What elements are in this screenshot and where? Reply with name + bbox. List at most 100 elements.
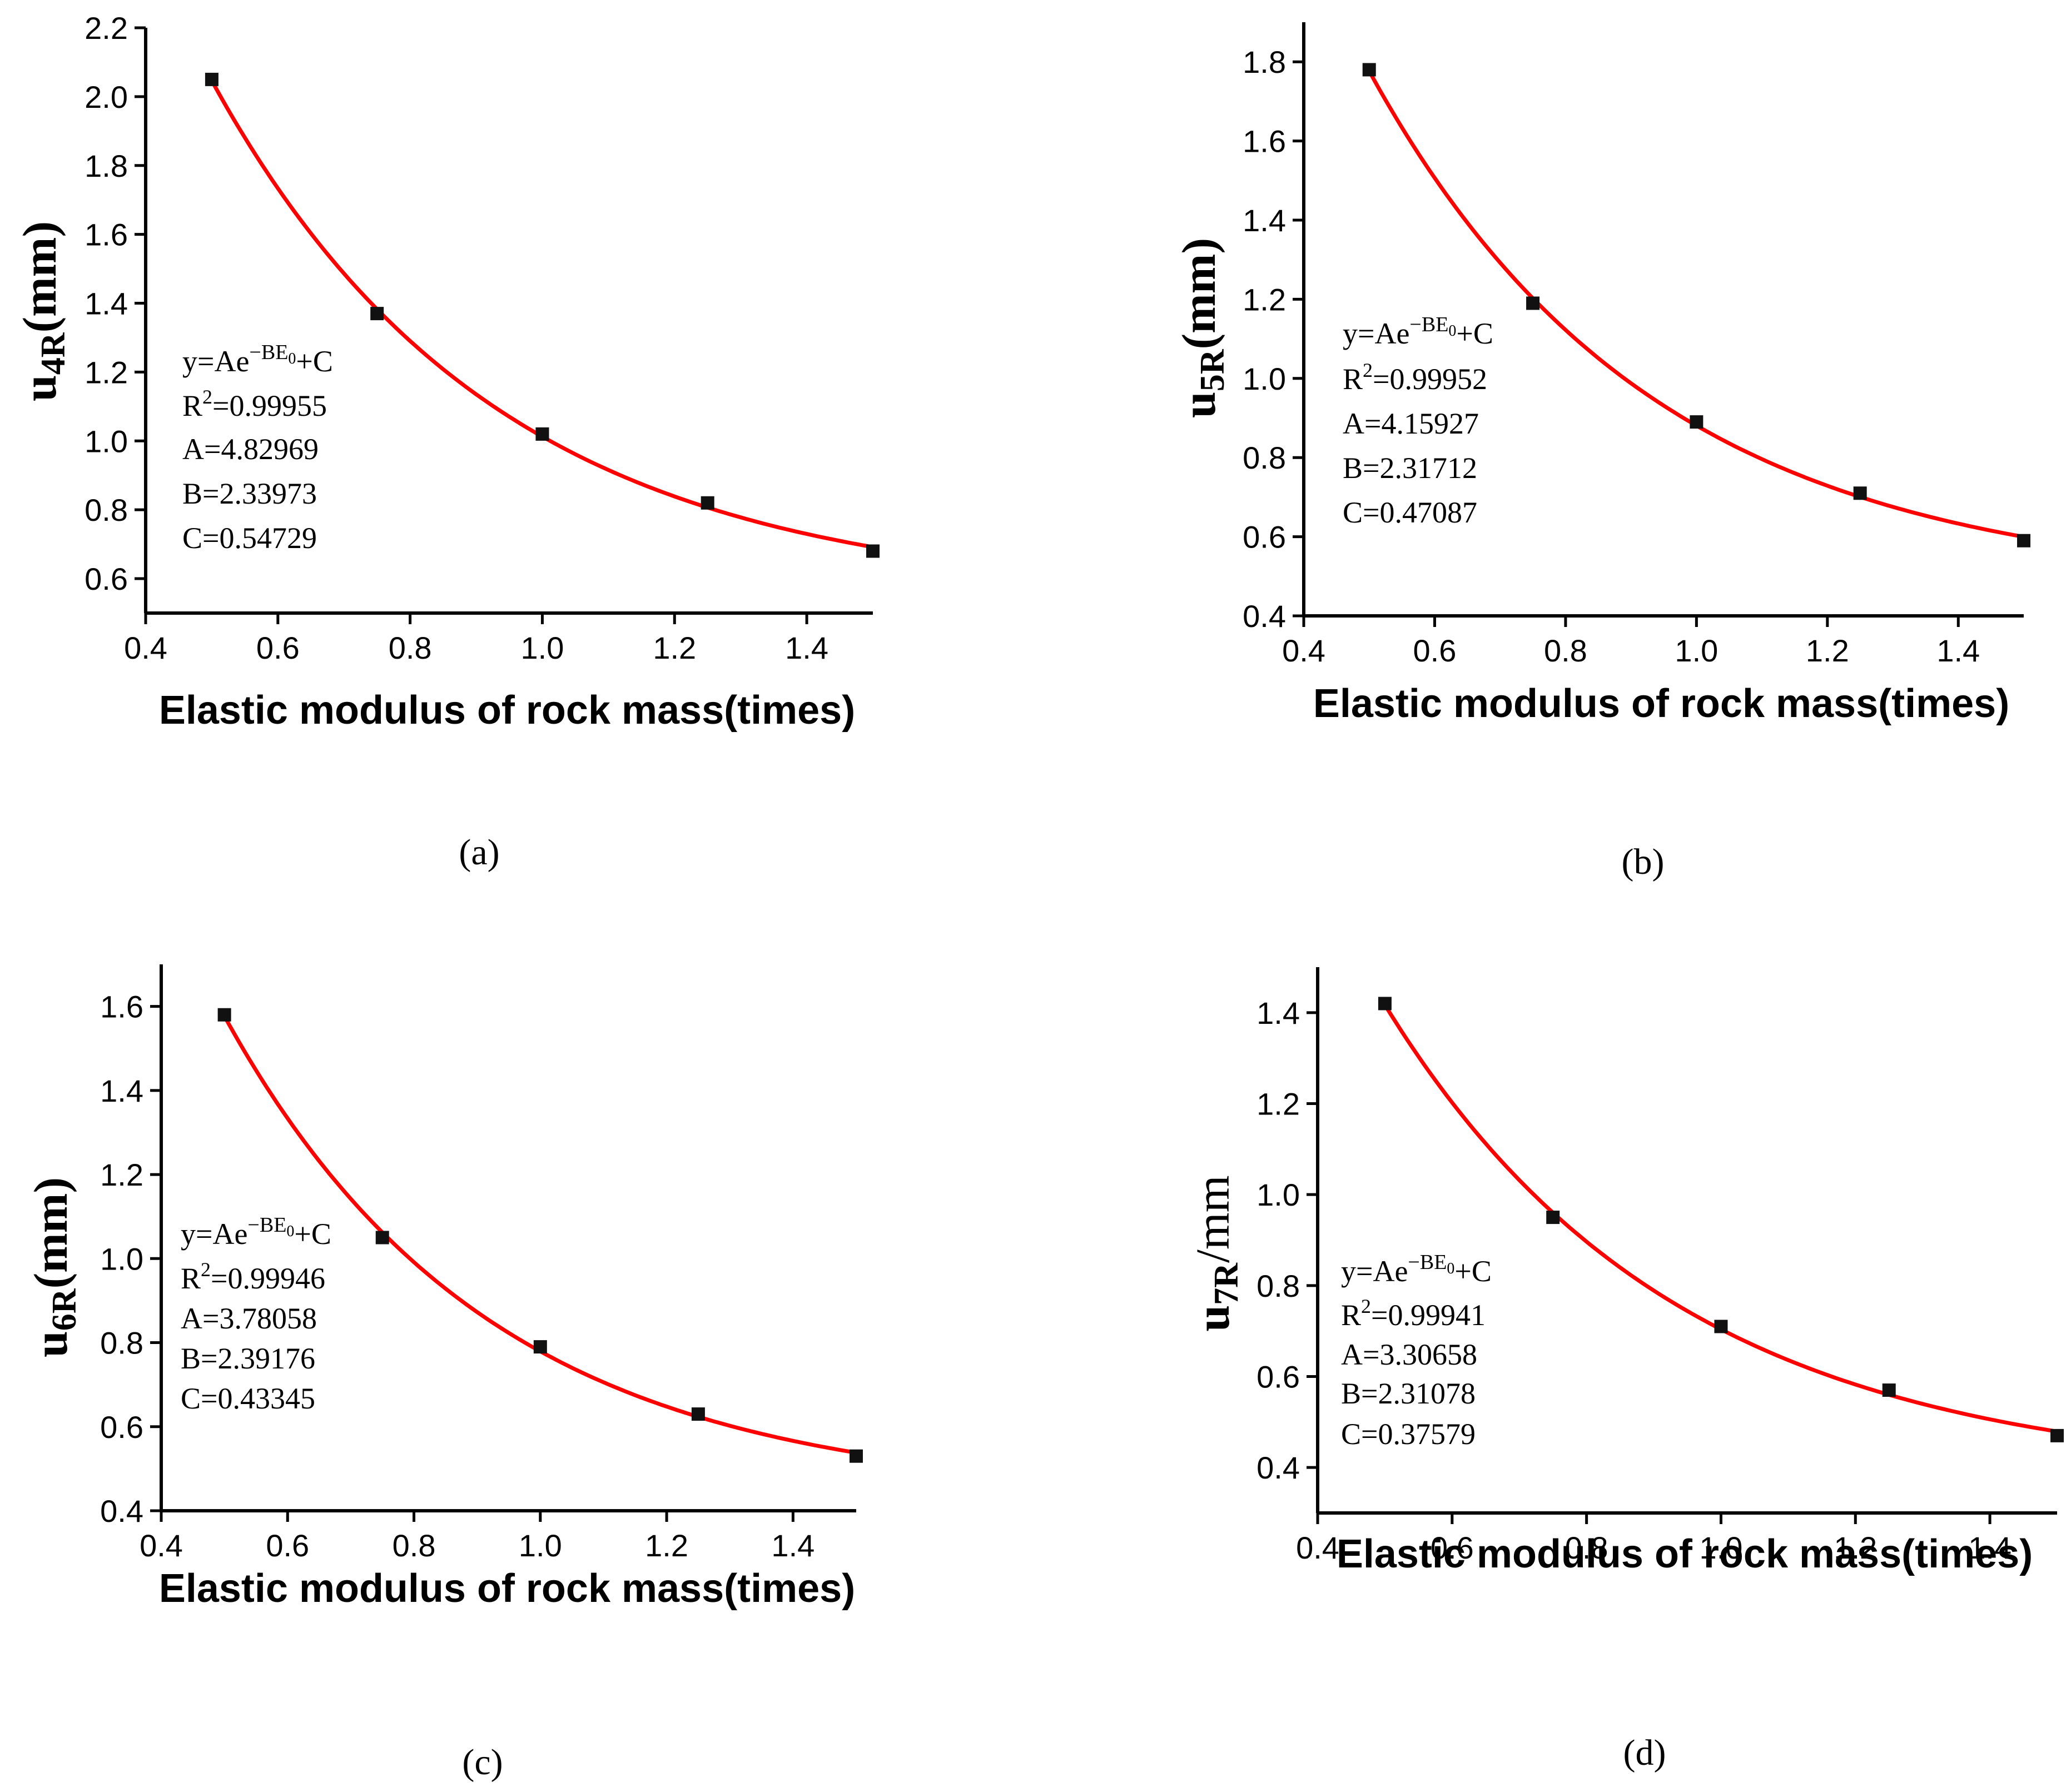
- panel-b-y-tick-label: 0.6: [1243, 520, 1286, 555]
- panel-b-fit-r2: R2=0.99952: [1343, 359, 1487, 396]
- panel-b-y-tick-label: 1.0: [1243, 361, 1286, 396]
- panel-d-ylabel: u7R/mm: [1186, 1175, 1245, 1331]
- panel-d-fit-formula: y=Ae−BE0+C: [1341, 1251, 1492, 1288]
- panel-b-data-point: [1690, 415, 1704, 429]
- panel-d-data-point: [2050, 1428, 2064, 1442]
- panel-b-data-point: [2017, 534, 2030, 547]
- panel-c-y-tick-label: 0.4: [100, 1494, 143, 1529]
- panel-c-fit-formula: y=Ae−BE0+C: [181, 1213, 331, 1251]
- panel-b-fit-b: B=2.31712: [1343, 451, 1477, 485]
- panel-c-x-tick-label: 0.8: [393, 1528, 436, 1563]
- panel-a-y-tick-label: 1.6: [85, 217, 128, 252]
- panel-b-x-tick-label: 1.2: [1806, 633, 1849, 668]
- panel-c-fit-r2: R2=0.99946: [181, 1258, 325, 1295]
- panel-d-fit-r2: R2=0.99941: [1341, 1295, 1486, 1332]
- panel-a-y-tick-label: 2.2: [85, 11, 128, 46]
- panel-b-x-tick-label: 0.4: [1282, 633, 1325, 668]
- panel-c-x-tick-label: 0.4: [140, 1528, 183, 1563]
- panel-a-ylabel: u4R(mm): [13, 221, 72, 401]
- panel-c-x-tick-label: 1.4: [771, 1528, 815, 1563]
- panel-c-fit-c: C=0.43345: [181, 1382, 315, 1415]
- panel-c-data-point: [533, 1340, 547, 1354]
- panel-b-y-tick-label: 1.8: [1243, 44, 1286, 79]
- panel-c-y-tick-label: 1.2: [100, 1157, 143, 1192]
- panel-c-data-point: [850, 1449, 863, 1463]
- panel-d-y-tick-label: 1.2: [1256, 1087, 1300, 1122]
- panel-c-caption: (c): [462, 1742, 503, 1783]
- panel-b-fit-formula: y=Ae−BE0+C: [1343, 313, 1493, 350]
- panel-b-x-tick-label: 0.6: [1413, 633, 1457, 668]
- panel-d-x-tick-label: 1.4: [1968, 1530, 2012, 1565]
- panel-b-y-tick-label: 1.4: [1243, 203, 1286, 238]
- panel-a-fit-formula: y=Ae−BE0+C: [182, 341, 333, 378]
- panel-d-x-tick-label: 1.0: [1700, 1530, 1743, 1565]
- panel-a-x-tick-label: 1.0: [521, 630, 564, 665]
- panel-c-y-tick-label: 1.4: [100, 1073, 143, 1108]
- panel-a-x-tick-label: 1.4: [785, 630, 828, 665]
- panel-a-fit-c: C=0.54729: [182, 521, 317, 555]
- panel-a-fit-b: B=2.33973: [182, 477, 317, 510]
- panel-c-data-point: [375, 1231, 389, 1245]
- panel-b-data-point: [1362, 63, 1376, 77]
- panel-d-x-tick-label: 0.4: [1296, 1530, 1339, 1565]
- panel-b-y-tick-label: 1.2: [1243, 282, 1286, 317]
- panel-b-x-tick-label: 0.8: [1544, 633, 1587, 668]
- panel-b: u5R(mm) y=Ae−BE0+C R2=0.99952 A=4.15927 …: [1172, 238, 2009, 882]
- panel-b-ylabel: u5R(mm): [1172, 238, 1231, 418]
- panel-c-ylabel: u6R(mm): [24, 1177, 83, 1357]
- panel-d-x-tick-label: 1.2: [1834, 1530, 1877, 1565]
- panel-a-fit-r2: R2=0.99955: [182, 386, 327, 422]
- panel-a-data-point: [701, 496, 714, 510]
- panel-b-fit-a: A=4.15927: [1343, 407, 1479, 440]
- panel-c-y-tick-label: 0.8: [100, 1326, 143, 1361]
- panel-b-y-tick-label: 0.8: [1243, 440, 1286, 475]
- panel-d-data-point: [1378, 997, 1392, 1011]
- panel-c-y-tick-label: 1.6: [100, 989, 143, 1024]
- panel-d-data-point: [1882, 1383, 1896, 1397]
- panel-a-x-tick-label: 1.2: [653, 630, 696, 665]
- panel-b-x-tick-label: 1.0: [1675, 633, 1718, 668]
- panel-d-data-point: [1714, 1320, 1728, 1333]
- panel-a-y-tick-label: 1.0: [85, 424, 128, 459]
- panel-a-xlabel: Elastic modulus of rock mass(times): [159, 688, 855, 733]
- panel-c-x-tick-label: 1.0: [519, 1528, 562, 1563]
- panel-d: u7R/mm y=Ae−BE0+C R2=0.99941 A=3.30658 B…: [1186, 1175, 2033, 1773]
- panel-d-data-point: [1546, 1211, 1560, 1224]
- panel-d-fit-b: B=2.31078: [1341, 1377, 1476, 1410]
- panel-b-fit-c: C=0.47087: [1343, 496, 1477, 529]
- panel-c: u6R(mm) y=Ae−BE0+C R2=0.99946 A=3.78058 …: [24, 1177, 855, 1783]
- panel-a-fit-a: A=4.82969: [182, 432, 319, 466]
- panel-c-data-point: [691, 1407, 705, 1421]
- panel-c-x-tick-label: 1.2: [645, 1528, 688, 1563]
- panel-b-y-tick-label: 0.4: [1243, 599, 1286, 634]
- panel-a-x-tick-label: 0.8: [389, 630, 432, 665]
- panel-d-x-tick-label: 0.8: [1565, 1530, 1608, 1565]
- panel-a-y-tick-label: 2.0: [85, 79, 128, 115]
- panel-b-caption: (b): [1622, 842, 1665, 882]
- panel-a: u4R(mm) y=Ae−BE0+C R2=0.99955 A=4.82969 …: [13, 221, 855, 873]
- panel-c-y-tick-label: 0.6: [100, 1410, 143, 1445]
- panel-d-caption: (d): [1623, 1733, 1666, 1773]
- panel-d-y-tick-label: 0.6: [1256, 1360, 1300, 1395]
- panel-a-data-point: [370, 307, 384, 321]
- panel-c-y-tick-label: 1.0: [100, 1241, 143, 1276]
- panel-a-y-tick-label: 1.2: [85, 355, 128, 390]
- panel-c-x-tick-label: 0.6: [266, 1528, 309, 1563]
- panel-d-fit-c: C=0.37579: [1341, 1417, 1476, 1451]
- panel-d-y-tick-label: 1.0: [1256, 1177, 1300, 1212]
- panel-b-x-tick-label: 1.4: [1936, 633, 1980, 668]
- panel-a-y-tick-label: 0.8: [85, 492, 128, 527]
- panel-a-caption: (a): [459, 832, 499, 873]
- panel-a-y-tick-label: 0.6: [85, 561, 128, 596]
- panel-c-xlabel: Elastic modulus of rock mass(times): [159, 1566, 855, 1611]
- panel-b-xlabel: Elastic modulus of rock mass(times): [1313, 681, 2009, 726]
- panel-b-data-point: [1853, 486, 1867, 500]
- panel-b-y-tick-label: 1.6: [1243, 124, 1286, 159]
- panel-d-xlabel: Elastic modulus of rock mass(times): [1337, 1532, 2033, 1576]
- panel-a-x-tick-label: 0.6: [256, 630, 300, 665]
- panel-c-fit-b: B=2.39176: [181, 1342, 315, 1375]
- panel-a-x-tick-label: 0.4: [124, 630, 167, 665]
- plot-layer: 0.4 0.6 0.8 1.0 1.2 1.4 0.6 0.8 1.0 1.2 1.4 1.6 1.8 2…: [85, 11, 2064, 1565]
- panel-a-data-point: [535, 427, 549, 441]
